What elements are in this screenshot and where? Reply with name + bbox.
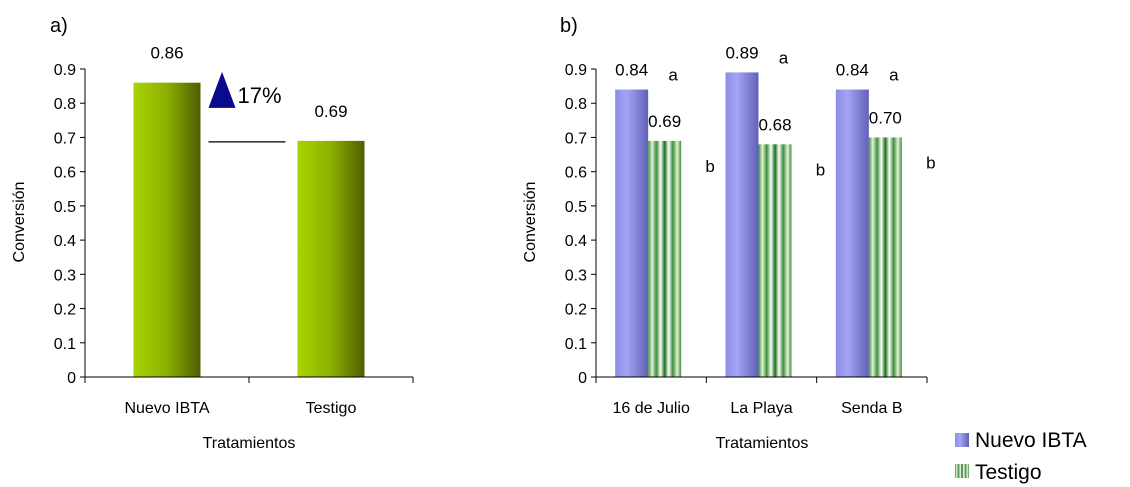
legend-label-nuevo-ibta: Nuevo IBTA — [975, 429, 1087, 452]
panel-label-b: b) — [560, 15, 578, 37]
bar-testigo-senda-b — [868, 137, 902, 377]
significance-letter-testigo-la-playa: b — [816, 160, 825, 179]
x-axis-label: Tratamientos — [716, 435, 809, 452]
bar-nuevo-ibta-senda-b — [835, 89, 869, 378]
y-tick-label: 0.2 — [54, 302, 76, 319]
bar-nuevo-ibta-la-playa — [725, 72, 759, 377]
bar-nuevo-ibta-16-de-julio — [615, 89, 649, 378]
significance-letter-nuevo-ibta-senda-b: a — [889, 66, 899, 85]
y-tick-label: 0.6 — [54, 165, 76, 182]
bar-testigo-16-de-julio — [648, 140, 682, 377]
y-tick-label: 0.6 — [565, 165, 587, 182]
y-tick-label: 0.1 — [565, 336, 587, 353]
significance-letter-nuevo-ibta-16-de-julio: a — [668, 66, 678, 85]
y-tick-label: 0.4 — [565, 233, 587, 250]
x-tick-label: Senda B — [841, 400, 902, 417]
bar-testigo-la-playa — [758, 144, 792, 377]
y-tick-label: 0.5 — [54, 199, 76, 216]
data-label-testigo-senda-b: 0.70 — [869, 108, 902, 127]
y-axis-label: Conversión — [11, 182, 28, 263]
legend: Nuevo IBTA Testigo — [955, 429, 1087, 484]
significance-letter-testigo-16-de-julio: b — [705, 157, 714, 176]
panel-label-a: a) — [50, 15, 68, 37]
y-axis-label: Conversión — [522, 182, 539, 263]
percent-increase-label: 17% — [238, 83, 282, 108]
data-label-nuevo-ibta-16-de-julio: 0.84 — [615, 61, 648, 80]
y-tick-label: 0.3 — [54, 267, 76, 284]
y-tick-label: 0.7 — [54, 130, 76, 147]
significance-letter-nuevo-ibta-la-playa: a — [779, 48, 789, 67]
x-tick-label: Testigo — [306, 400, 357, 417]
data-label-testigo-16-de-julio: 0.69 — [648, 112, 681, 131]
x-tick-label: 16 de Julio — [612, 400, 689, 417]
increase-arrow-icon — [208, 71, 236, 108]
y-tick-label: 0.8 — [565, 96, 587, 113]
y-tick-label: 0.1 — [54, 336, 76, 353]
legend-swatch-nuevo-ibta — [955, 433, 969, 447]
chart-a: a) 0 0.1 0.2 0.3 0.4 0.5 0.6 0.7 0.8 0.9 0.86 Nuev… — [11, 15, 414, 452]
y-tick-label: 0.5 — [565, 199, 587, 216]
data-label-nuevo-ibta-la-playa: 0.89 — [725, 43, 758, 62]
y-tick-label: 0.3 — [565, 267, 587, 284]
x-axis-label: Tratamientos — [203, 435, 296, 452]
y-tick-label: 0.7 — [565, 130, 587, 147]
y-tick-label: 0.4 — [54, 233, 76, 250]
data-label-testigo-la-playa: 0.68 — [758, 115, 791, 134]
x-tick-label: Nuevo IBTA — [124, 400, 209, 417]
y-tick-label: 0.9 — [565, 62, 587, 79]
x-tick-label: La Playa — [730, 400, 792, 417]
y-tick-label: 0.8 — [54, 96, 76, 113]
data-label-nuevo-ibta-senda-b: 0.84 — [836, 61, 869, 80]
data-label-nuevo-ibta: 0.86 — [150, 44, 183, 63]
y-tick-label: 0 — [578, 370, 587, 387]
y-tick-label: 0.2 — [565, 302, 587, 319]
legend-label-testigo: Testigo — [975, 461, 1042, 484]
y-tick-label: 0.9 — [54, 62, 76, 79]
chart-b: b) 0 0.1 0.2 0.3 0.4 0.5 0.6 0.7 0.8 0.9 0.84 a 0.6… — [522, 15, 936, 452]
y-tick-label: 0 — [67, 370, 76, 387]
bar-testigo — [297, 140, 365, 377]
significance-letter-testigo-senda-b: b — [926, 153, 935, 172]
data-label-testigo: 0.69 — [314, 102, 347, 121]
bar-nuevo-ibta — [133, 82, 201, 377]
legend-swatch-testigo — [955, 464, 969, 478]
